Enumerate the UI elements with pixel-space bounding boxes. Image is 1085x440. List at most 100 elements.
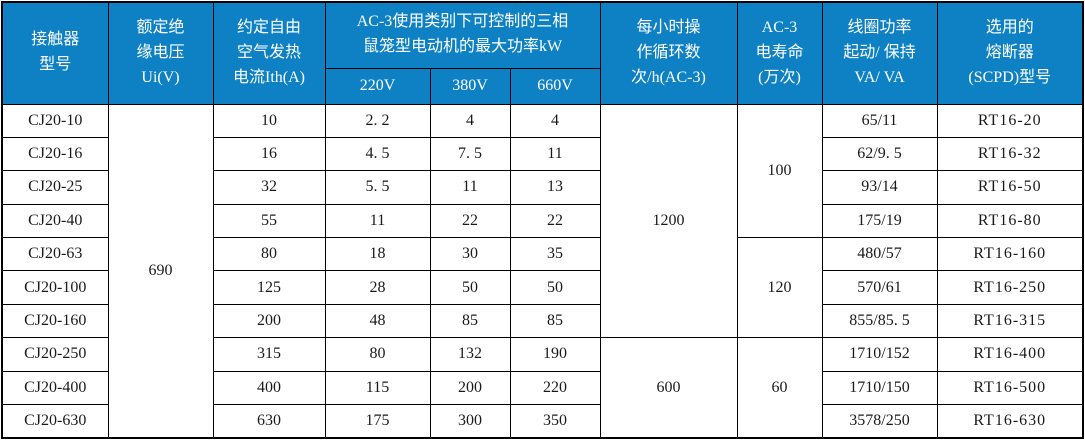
cell-coil-power: 1710/150 [821,370,938,406]
cell-operating-cycles: 1200 [599,103,738,339]
cell-power-220v: 48 [324,303,431,339]
cell-power-380v: 300 [429,404,511,439]
cell-power-660v: 50 [509,270,601,305]
cell-model: CJ20-400 [1,370,109,406]
cell-power-220v: 2. 2 [324,103,431,138]
cell-power-220v: 28 [324,270,431,305]
header-220v: 220V [324,67,431,105]
cell-thermal-current: 400 [212,370,326,406]
cell-model: CJ20-63 [1,237,109,272]
table-row: CJ20-400 400 115 200 220 1710/150 RT16-500 [1,370,1084,406]
header-fuse-type: 选用的 熔断器 (SCPD)型号 [936,1,1084,105]
cell-power-660v: 220 [509,370,601,406]
cell-coil-power: 855/85. 5 [821,303,938,339]
cell-power-220v: 175 [324,404,431,439]
cell-model: CJ20-100 [1,270,109,305]
cell-power-380v: 200 [429,370,511,406]
cell-power-380v: 7. 5 [429,136,511,172]
cell-power-660v: 13 [509,170,601,205]
cell-power-380v: 30 [429,237,511,272]
cell-thermal-current: 55 [212,203,326,239]
cell-fuse-type: RT16-400 [936,337,1084,372]
table-row: CJ20-25 32 5. 5 11 13 93/14 RT16-50 [1,170,1084,205]
cell-model: CJ20-160 [1,303,109,339]
cell-fuse-type: RT16-50 [936,170,1084,205]
cell-power-660v: 190 [509,337,601,372]
header-motor-power-group: AC-3使用类别下可控制的三相 鼠笼型电动机的最大功率kW [324,1,601,69]
cell-power-380v: 4 [429,103,511,138]
header-electrical-life: AC-3 电寿命 (万次) [736,1,823,105]
table-body: CJ20-10 690 10 2. 2 4 4 1200 100 65/11 RT16-20 CJ2… [1,103,1084,439]
header-thermal-current: 约定自由 空气发热 电流Ith(A) [212,1,326,105]
table-row: CJ20-250 315 80 132 190 600 60 1710/152 RT16-400 [1,337,1084,439]
cell-model: CJ20-40 [1,203,109,239]
header-row-sub: 220V 380V 660V [2,67,1083,105]
header-380v: 380V [429,67,511,105]
header-operating-cycles: 每小时操 作循环数 次/h(AC-3) [599,1,738,105]
cell-model: CJ20-250 [1,337,109,372]
table-row: CJ20-40 55 11 22 22 175/19 RT16-80 [1,203,1084,239]
cell-coil-power: 480/57 [821,237,938,272]
cell-power-220v: 115 [324,370,431,406]
cell-power-660v: 350 [509,404,601,439]
table-row: CJ20-10 690 10 2. 2 4 4 1200 100 65/11 RT16-20 [1,103,1084,439]
cell-coil-power: 3578/250 [821,404,938,439]
cell-thermal-current: 315 [212,337,326,372]
cell-fuse-type: RT16-32 [936,136,1084,172]
cell-power-380v: 11 [429,170,511,205]
cell-power-220v: 80 [324,337,431,372]
header-model: 接触器 型号 [1,1,109,105]
cell-thermal-current: 16 [212,136,326,172]
cell-coil-power: 93/14 [821,170,938,205]
cell-coil-power: 570/61 [821,270,938,305]
cell-fuse-type: RT16-630 [936,404,1084,439]
cell-power-220v: 5. 5 [324,170,431,205]
cell-fuse-type: RT16-250 [936,270,1084,305]
cell-operating-cycles: 600 [599,337,738,439]
cell-power-380v: 22 [429,203,511,239]
cell-fuse-type: RT16-20 [936,103,1084,138]
table-row: CJ20-630 630 175 300 350 3578/250 RT16-630 [1,404,1084,439]
cell-fuse-type: RT16-315 [936,303,1084,339]
cell-power-380v: 50 [429,270,511,305]
table-row: CJ20-100 125 28 50 50 570/61 RT16-250 [1,270,1084,305]
cell-insulation-voltage: 690 [107,103,214,439]
cell-coil-power: 175/19 [821,203,938,239]
cell-power-660v: 22 [509,203,601,239]
cell-thermal-current: 80 [212,237,326,272]
cell-coil-power: 65/11 [821,103,938,138]
header-insulation-voltage: 额定绝 缘电压 Ui(V) [107,1,214,105]
cell-power-220v: 18 [324,237,431,272]
cell-power-220v: 11 [324,203,431,239]
cell-power-380v: 132 [429,337,511,372]
cell-thermal-current: 200 [212,303,326,339]
cell-thermal-current: 630 [212,404,326,439]
cell-electrical-life: 100 [736,103,823,239]
cell-thermal-current: 32 [212,170,326,205]
cell-power-380v: 85 [429,303,511,339]
cell-coil-power: 62/9. 5 [821,136,938,172]
cell-power-660v: 35 [509,237,601,272]
cell-thermal-current: 10 [212,103,326,138]
cell-model: CJ20-10 [1,103,109,138]
cell-power-660v: 4 [509,103,601,138]
cell-electrical-life: 60 [736,337,823,439]
cell-fuse-type: RT16-160 [936,237,1084,272]
cell-power-660v: 85 [509,303,601,339]
table-header: 接触器 型号 额定绝 缘电压 Ui(V) 约定自由 空气发热 电流Ith(A) … [1,1,1084,105]
cell-fuse-type: RT16-80 [936,203,1084,239]
cell-thermal-current: 125 [212,270,326,305]
header-coil-power: 线圈功率 起动/ 保持 VA/ VA [821,1,938,105]
cell-power-660v: 11 [509,136,601,172]
header-row-top: 接触器 型号 额定绝 缘电压 Ui(V) 约定自由 空气发热 电流Ith(A) … [1,1,1084,105]
cell-model: CJ20-16 [1,136,109,172]
cell-electrical-life: 120 [736,237,823,339]
cell-model: CJ20-630 [1,404,109,439]
cell-model: CJ20-25 [1,170,109,205]
cell-fuse-type: RT16-500 [936,370,1084,406]
table-row: CJ20-16 16 4. 5 7. 5 11 62/9. 5 RT16-32 [1,136,1084,172]
cell-coil-power: 1710/152 [821,337,938,372]
cell-power-220v: 4. 5 [324,136,431,172]
